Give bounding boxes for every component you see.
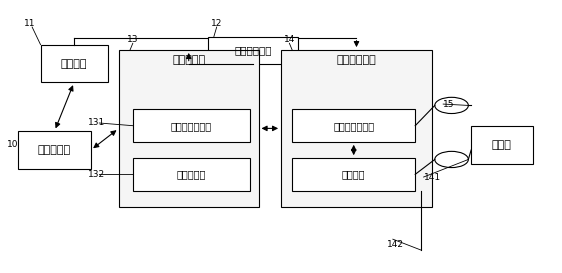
Text: 132: 132 bbox=[88, 170, 105, 179]
Text: 131: 131 bbox=[88, 118, 105, 127]
Text: 传感器集线器: 传感器集线器 bbox=[337, 55, 377, 65]
FancyBboxPatch shape bbox=[281, 50, 432, 207]
Text: 14: 14 bbox=[284, 35, 295, 44]
Text: 音频解码器: 音频解码器 bbox=[172, 55, 205, 65]
Text: 142: 142 bbox=[387, 240, 404, 249]
Text: 文件系统: 文件系统 bbox=[61, 58, 87, 69]
Text: 11: 11 bbox=[24, 19, 35, 28]
FancyBboxPatch shape bbox=[209, 37, 298, 64]
Text: 低电处理器单元: 低电处理器单元 bbox=[333, 121, 374, 131]
Text: 15: 15 bbox=[443, 100, 455, 109]
Text: 音频处理器单元: 音频处理器单元 bbox=[171, 121, 212, 131]
Text: 应用处理器: 应用处理器 bbox=[38, 145, 71, 155]
Text: 内存单元: 内存单元 bbox=[342, 169, 365, 179]
Text: 电源管理模块: 电源管理模块 bbox=[234, 45, 272, 55]
Text: 麦克风: 麦克风 bbox=[492, 140, 512, 150]
FancyBboxPatch shape bbox=[292, 158, 415, 191]
FancyBboxPatch shape bbox=[471, 126, 533, 164]
FancyBboxPatch shape bbox=[292, 109, 415, 142]
FancyBboxPatch shape bbox=[40, 44, 108, 82]
FancyBboxPatch shape bbox=[133, 158, 250, 191]
FancyBboxPatch shape bbox=[119, 50, 259, 207]
Text: 12: 12 bbox=[211, 19, 223, 28]
FancyBboxPatch shape bbox=[18, 131, 91, 169]
FancyBboxPatch shape bbox=[133, 109, 250, 142]
Text: 13: 13 bbox=[127, 35, 139, 44]
Text: 解码器单元: 解码器单元 bbox=[177, 169, 206, 179]
Text: 141: 141 bbox=[424, 173, 441, 182]
Text: 10: 10 bbox=[7, 140, 19, 149]
